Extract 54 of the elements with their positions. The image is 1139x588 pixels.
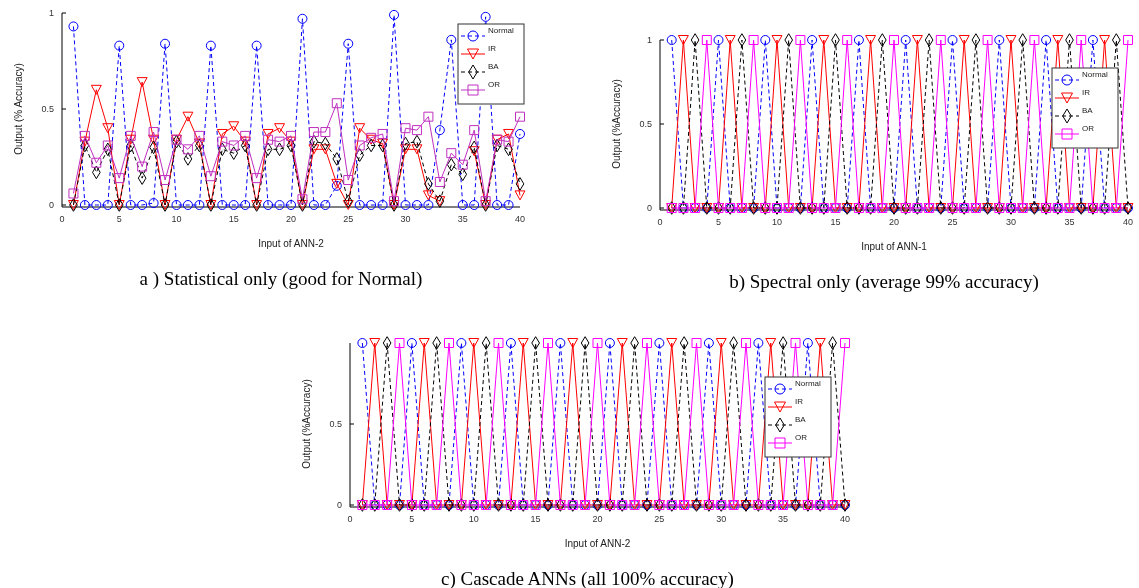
legend-label: Normal — [488, 26, 514, 35]
x-axis-title: Input of ANN-2 — [564, 538, 631, 549]
x-tick-label: 35 — [778, 514, 789, 524]
y-tick-label: 0.5 — [329, 419, 342, 430]
x-tick-label: 25 — [654, 514, 665, 524]
legend-label: BA — [795, 415, 807, 424]
x-tick-label: 5 — [715, 217, 722, 227]
y-axis-title: Output (%Accuracy) — [301, 379, 312, 469]
legend-label: BA — [488, 62, 500, 71]
x-tick-label: 5 — [409, 514, 415, 524]
legend-label: OR — [488, 80, 501, 89]
y-tick-label: 1 — [646, 35, 652, 46]
x-tick-label: 20 — [592, 514, 603, 524]
x-tick-label: 30 — [400, 214, 411, 224]
x-tick-label: 0 — [347, 514, 353, 524]
x-tick-label: 20 — [285, 214, 297, 224]
x-tick-label: 30 — [1005, 217, 1017, 227]
x-tick-label: 5 — [116, 214, 122, 224]
x-tick-label: 0 — [657, 217, 663, 227]
legend-label: IR — [488, 44, 497, 53]
x-tick-label: 25 — [343, 214, 354, 224]
x-tick-label: 40 — [839, 514, 851, 524]
x-tick-label: 25 — [947, 217, 958, 227]
y-axis-title: Output (% Accuracy) — [13, 63, 24, 155]
y-tick-label: 0.5 — [639, 119, 652, 130]
x-tick-label: 40 — [514, 214, 526, 224]
x-axis-title: Input of ANN-2 — [258, 238, 325, 249]
y-axis-title: Output (%Accuracy) — [611, 79, 622, 169]
y-tick-label: 0.5 — [41, 104, 54, 115]
legend-label: OR — [1082, 124, 1095, 133]
x-tick-label: 30 — [716, 514, 727, 524]
y-tick-label: 0 — [48, 200, 54, 211]
x-tick-label: 10 — [468, 514, 479, 524]
y-tick-label: 0 — [646, 203, 652, 214]
legend-label: OR — [795, 433, 808, 442]
x-tick-label: 15 — [530, 514, 541, 524]
x-tick-label: 0 — [59, 214, 65, 224]
legend-label: BA — [1082, 106, 1094, 115]
legend-label: IR — [795, 397, 804, 406]
x-tick-label: 10 — [771, 217, 783, 227]
x-tick-label: 15 — [228, 214, 239, 224]
legend-label: Normal — [1082, 70, 1108, 79]
text: a ) Statistical only (good for Normal) — [139, 268, 423, 290]
x-tick-label: 20 — [888, 217, 900, 227]
x-tick-label: 35 — [457, 214, 468, 224]
legend-label: IR — [1082, 88, 1091, 97]
y-tick-label: 1 — [48, 8, 54, 19]
x-tick-label: 40 — [1122, 217, 1134, 227]
x-tick-label: 35 — [1064, 217, 1075, 227]
x-tick-label: 10 — [171, 214, 182, 224]
x-axis-title: Input of ANN-1 — [861, 241, 928, 252]
legend-label: Normal — [795, 379, 821, 388]
text: b) Spectral only (average 99% accuracy) — [729, 271, 1039, 293]
x-tick-label: 15 — [830, 217, 841, 227]
